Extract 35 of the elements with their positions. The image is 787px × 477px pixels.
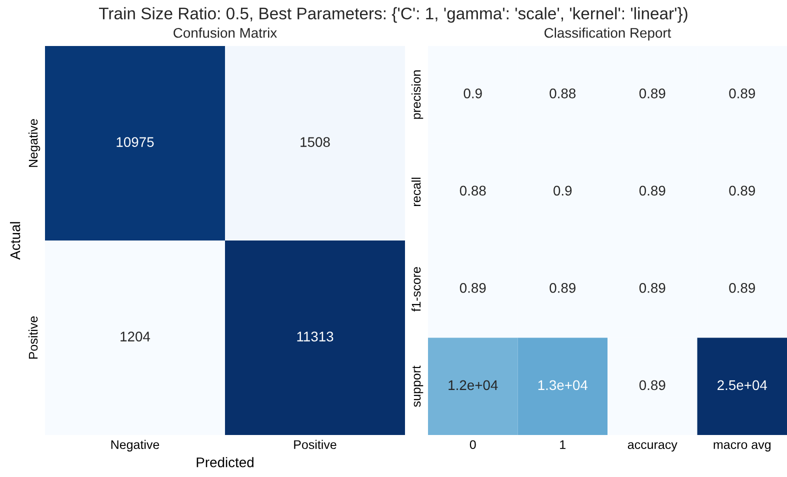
data-label: 0.9 — [554, 186, 572, 196]
data-label: 0.88 — [460, 186, 486, 196]
data-label: 10975 — [116, 137, 154, 147]
data-label: 0.89 — [639, 283, 666, 293]
data-label: 0.89 — [639, 88, 666, 98]
data-label: 11313 — [297, 332, 334, 342]
x-tick-label: Positive — [294, 440, 336, 450]
y-tick-label: precision — [411, 70, 424, 119]
x-tick-label: macro avg — [714, 442, 770, 452]
data-label: 0.9 — [464, 88, 482, 98]
data-label: 0.89 — [460, 283, 486, 293]
data-label: 1.3e+04 — [538, 380, 588, 390]
x-axis-title: Predicted — [196, 457, 254, 468]
text: Train Size Ratio: 0.5, Best Parameters: {'C': 1, 'gamma': 'scale', 'kernel': 'linear'}) — [99, 7, 688, 23]
data-label: 0.89 — [550, 283, 576, 293]
data-label: 0.89 — [729, 186, 755, 196]
x-tick-label: Negative — [111, 440, 160, 452]
y-tick-label: support — [412, 366, 424, 407]
data-label: 1204 — [120, 332, 150, 342]
data-label: 0.88 — [550, 88, 576, 98]
x-tick-label: 0 — [470, 440, 476, 450]
y-axis-title: Actual — [10, 222, 20, 260]
data-label: 1.2e+04 — [448, 380, 498, 390]
chart-title: Confusion Matrix — [174, 28, 277, 38]
y-tick-label: f1-score — [412, 267, 421, 312]
data-label: 0.89 — [729, 88, 755, 98]
data-label: 0.89 — [639, 186, 666, 196]
data-label: 0.89 — [639, 380, 666, 390]
data-label: 0.89 — [729, 283, 755, 293]
y-tick-label: recall — [411, 178, 421, 206]
x-tick-label: 1 — [560, 440, 566, 449]
x-tick-label: accuracy — [628, 442, 678, 452]
chart-title: Classification Report — [544, 28, 672, 41]
data-label: 2.5e+04 — [718, 380, 768, 390]
data-label: 1508 — [300, 137, 330, 147]
